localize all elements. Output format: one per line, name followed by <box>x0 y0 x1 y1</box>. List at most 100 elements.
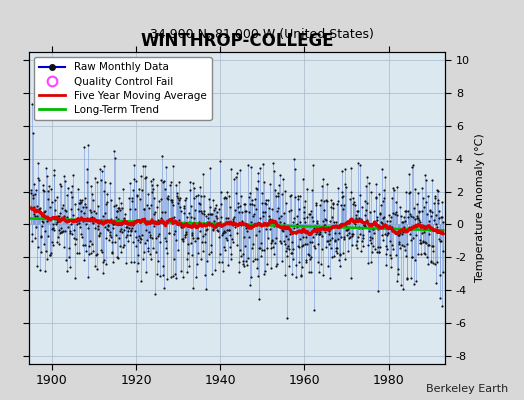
Point <box>307 254 315 260</box>
Point <box>430 192 439 199</box>
Point <box>291 262 300 268</box>
Point <box>414 251 422 258</box>
Point <box>133 268 141 274</box>
Point <box>264 216 272 223</box>
Point <box>126 259 135 266</box>
Point <box>172 219 181 225</box>
Point <box>428 242 436 249</box>
Point <box>31 191 40 198</box>
Point <box>386 252 394 259</box>
Point <box>39 187 47 193</box>
Point <box>220 195 228 201</box>
Point <box>147 202 155 208</box>
Point <box>188 230 196 236</box>
Point <box>290 215 299 222</box>
Point <box>121 211 129 217</box>
Point <box>378 237 387 244</box>
Point <box>44 188 52 194</box>
Point <box>63 224 72 230</box>
Point <box>38 218 46 224</box>
Point <box>422 177 431 184</box>
Point <box>318 233 326 239</box>
Point <box>310 224 318 231</box>
Point <box>228 236 236 242</box>
Point <box>101 179 110 185</box>
Point <box>228 218 237 224</box>
Point <box>72 235 80 242</box>
Point <box>137 236 145 242</box>
Point <box>219 268 227 274</box>
Point <box>393 212 401 218</box>
Point <box>179 236 188 242</box>
Point <box>50 167 58 173</box>
Point <box>133 192 141 198</box>
Point <box>314 226 322 233</box>
Point <box>95 218 104 225</box>
Point <box>184 263 193 269</box>
Point <box>281 272 290 278</box>
Point <box>337 234 345 240</box>
Point <box>412 278 420 284</box>
Point <box>374 288 383 294</box>
Point <box>34 244 42 250</box>
Point <box>90 215 99 222</box>
Point <box>68 231 76 237</box>
Point <box>207 248 215 255</box>
Point <box>276 172 285 178</box>
Point <box>424 193 432 199</box>
Point <box>383 218 391 224</box>
Point <box>179 274 187 280</box>
Point <box>203 219 211 226</box>
Point <box>149 176 157 182</box>
Point <box>226 232 234 239</box>
Point <box>353 245 362 251</box>
Point <box>76 223 84 230</box>
Point <box>265 213 274 220</box>
Point <box>276 238 284 244</box>
Point <box>64 244 73 251</box>
Point <box>46 252 54 258</box>
Point <box>227 221 236 228</box>
Point <box>196 227 205 234</box>
Point <box>185 179 194 185</box>
Point <box>339 206 347 212</box>
Point <box>277 213 286 220</box>
Point <box>146 256 155 262</box>
Point <box>150 223 159 229</box>
Point <box>288 239 297 245</box>
Point <box>331 248 340 254</box>
Point <box>298 242 307 249</box>
Point <box>261 200 269 206</box>
Point <box>47 250 55 257</box>
Point <box>73 218 81 224</box>
Point <box>42 214 50 220</box>
Point <box>305 256 314 262</box>
Point <box>141 175 149 181</box>
Point <box>347 165 355 171</box>
Point <box>94 226 102 232</box>
Point <box>203 257 211 264</box>
Point <box>45 182 53 189</box>
Point <box>356 162 365 168</box>
Point <box>273 207 281 214</box>
Point <box>32 263 41 269</box>
Point <box>248 196 256 203</box>
Point <box>110 148 118 154</box>
Point <box>219 229 227 236</box>
Point <box>394 266 402 272</box>
Point <box>30 181 38 187</box>
Point <box>332 201 341 208</box>
Point <box>326 274 334 281</box>
Point <box>268 244 277 250</box>
Point <box>316 231 324 237</box>
Point <box>438 303 446 310</box>
Point <box>35 206 43 212</box>
Point <box>121 220 129 226</box>
Point <box>368 225 376 231</box>
Point <box>394 270 402 277</box>
Point <box>234 221 243 227</box>
Point <box>214 206 223 212</box>
Point <box>390 226 398 232</box>
Point <box>299 234 307 240</box>
Point <box>77 208 85 215</box>
